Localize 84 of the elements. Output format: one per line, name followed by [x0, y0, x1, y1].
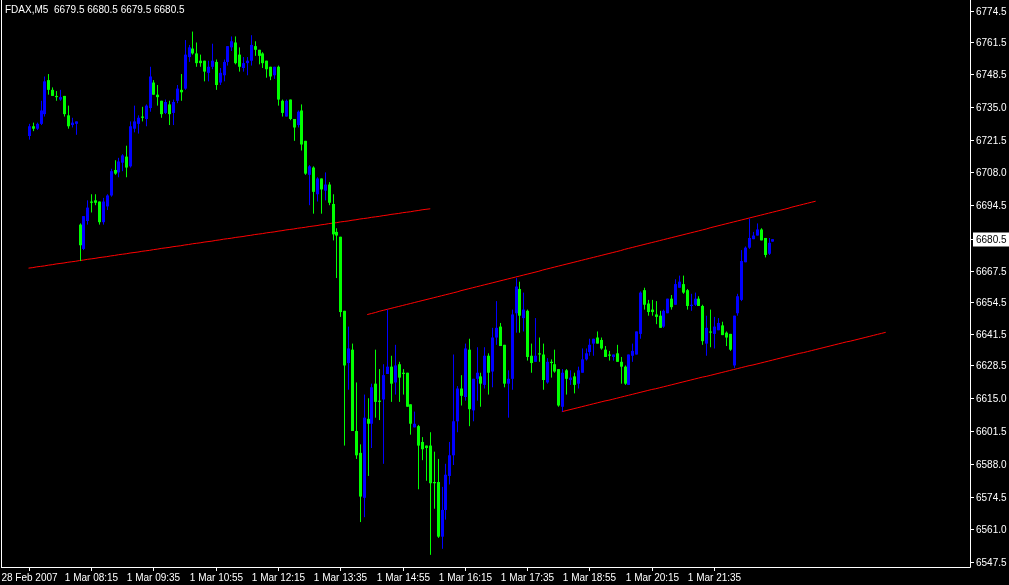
- y-tick-label: 6761.5: [976, 37, 1008, 48]
- x-tick-label: 1 Mar 09:35: [126, 572, 181, 583]
- candlestick: [487, 352, 490, 396]
- candlestick: [215, 58, 218, 91]
- candlestick: [234, 35, 237, 65]
- candlestick: [176, 84, 179, 104]
- candlestick: [624, 364, 627, 386]
- candlestick: [250, 34, 253, 67]
- candlestick: [538, 337, 541, 363]
- candlestick: [347, 326, 350, 391]
- candlestick: [390, 355, 393, 403]
- y-tick-label: 6667.5: [976, 266, 1008, 277]
- candlestick: [534, 317, 537, 363]
- candlestick: [417, 424, 420, 490]
- candlestick: [394, 344, 397, 396]
- candlestick: [460, 374, 463, 407]
- candlestick: [479, 372, 482, 408]
- x-tick-label: 1 Mar 08:15: [64, 572, 119, 583]
- candlestick: [47, 73, 50, 96]
- y-tick-label: 6547.5: [976, 557, 1008, 568]
- x-tick-label: 28 Feb 2007: [1, 572, 59, 583]
- chart-title: FDAX,M5 6679.5 6680.5 6679.5 6680.5: [5, 4, 186, 15]
- candlestick: [374, 349, 377, 419]
- x-tick-label: 1 Mar 20:15: [625, 572, 680, 583]
- candlestick: [172, 99, 175, 126]
- line-series: [561, 331, 886, 413]
- candlestick: [211, 43, 214, 70]
- candlestick: [495, 300, 498, 346]
- candlestick: [316, 176, 319, 203]
- candlestick: [320, 177, 323, 215]
- y-tick-label: 6574.5: [976, 492, 1008, 503]
- candlestick: [168, 100, 171, 126]
- candlestick: [573, 372, 576, 394]
- candlestick: [476, 346, 479, 402]
- x-tick-label: 1 Mar 10:55: [189, 572, 244, 583]
- candlestick: [238, 46, 241, 73]
- y-tick-label: 6774.5: [976, 6, 1008, 17]
- x-tick-label: 1 Mar 14:55: [376, 572, 431, 583]
- candlestick: [328, 181, 331, 206]
- y-tick-label: 6694.5: [976, 200, 1008, 211]
- y-tick-label: 6601.5: [976, 426, 1008, 437]
- y-tick-label: 6588.0: [976, 459, 1008, 470]
- candlestick: [674, 278, 677, 306]
- y-tick-label: 6615.0: [976, 393, 1008, 404]
- y-tick-label: 6721.5: [976, 135, 1008, 146]
- y-tick-label: 6628.5: [976, 360, 1008, 371]
- candlestick: [713, 316, 716, 349]
- candlestick: [620, 356, 623, 385]
- line-series: [367, 200, 816, 315]
- candlestick: [324, 171, 327, 201]
- candlestick: [705, 315, 708, 357]
- candlestick: [643, 287, 646, 311]
- y-tick-label: 6641.5: [976, 329, 1008, 340]
- candlestick: [125, 145, 128, 178]
- candlestick: [686, 288, 689, 311]
- y-tick-label: 6708.0: [976, 167, 1008, 178]
- candlestick: [79, 222, 82, 262]
- candlestick: [398, 361, 401, 403]
- candlestick: [367, 397, 370, 477]
- x-tick-label: 1 Mar 12:15: [251, 572, 306, 583]
- candlestick: [748, 218, 751, 250]
- candlestick: [546, 357, 549, 385]
- x-tick-label: 1 Mar 16:15: [438, 572, 493, 583]
- candlestick: [102, 197, 105, 226]
- candlestick: [709, 309, 712, 348]
- y-tick-label: 6735.0: [976, 102, 1008, 113]
- candlestick: [565, 368, 568, 396]
- candlestick: [207, 60, 210, 82]
- x-tick-label: 1 Mar 18:55: [562, 572, 617, 583]
- candlestick: [137, 114, 140, 135]
- candlestick: [522, 292, 525, 332]
- candlestick: [386, 309, 389, 375]
- x-tick-label: 1 Mar 21:35: [687, 572, 742, 583]
- candlestick: [507, 369, 510, 419]
- y-tick-label: 6561.0: [976, 524, 1008, 535]
- candlestick: [308, 164, 311, 206]
- x-tick-label: 1 Mar 17:35: [500, 572, 555, 583]
- candlestick: [655, 300, 658, 325]
- y-tick-label: 6748.5: [976, 69, 1008, 80]
- candlestick: [195, 41, 198, 68]
- x-tick-label: 1 Mar 13:35: [313, 572, 368, 583]
- line-series: [28, 208, 431, 269]
- y-tick-label: 6654.5: [976, 297, 1008, 308]
- candlestick: [67, 105, 70, 130]
